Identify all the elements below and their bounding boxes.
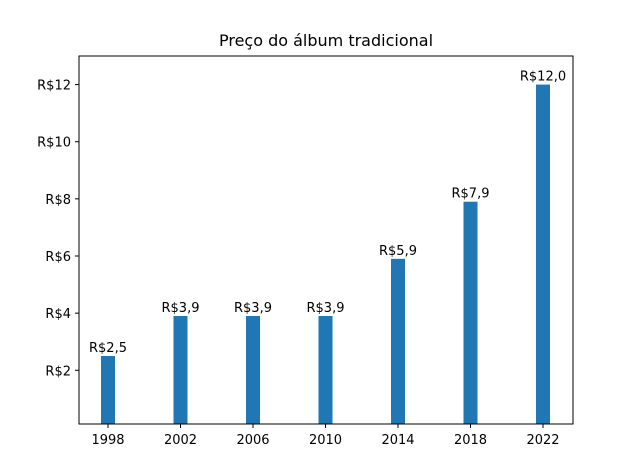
data-label-2002: R$3,9	[162, 301, 200, 316]
data-label-2010: R$3,9	[307, 301, 345, 316]
x-tick-label-2018: 2018	[454, 433, 487, 448]
data-label-2018: R$7,9	[452, 187, 490, 202]
bar-2014	[391, 258, 405, 424]
y-tick-label-10: R$10	[37, 136, 71, 151]
data-label-2022: R$12,0	[520, 70, 566, 85]
x-tick-label-2014: 2014	[381, 433, 414, 448]
y-tick-label-8: R$8	[45, 193, 71, 208]
data-label-2014: R$5,9	[379, 244, 417, 259]
bar-2018	[463, 201, 478, 424]
bar-2022	[536, 84, 550, 425]
y-tick-label-12: R$12	[37, 79, 71, 94]
data-label-1998: R$2,5	[89, 341, 127, 356]
data-label-2006: R$3,9	[234, 301, 272, 316]
bar-2010	[318, 316, 333, 424]
y-tick-label-2: R$2	[45, 364, 71, 379]
x-tick-label-2006: 2006	[236, 433, 269, 448]
chart-title: Preço do álbum tradicional	[219, 31, 433, 50]
bar-2002	[173, 316, 188, 424]
x-tick-label-2010: 2010	[309, 433, 342, 448]
bar-1998	[101, 356, 115, 424]
plot-area: R$2,5 R$3,9 R$3,9 R$3,9 R$5,9 R$7,9 R$12,0 1998…	[37, 55, 574, 448]
x-tick-label-1998: 1998	[91, 433, 124, 448]
y-tick-label-6: R$6	[45, 250, 71, 265]
bar-2006	[246, 316, 260, 424]
x-tick-label-2002: 2002	[164, 433, 197, 448]
y-tick-label-4: R$4	[45, 307, 71, 322]
x-tick-label-2022: 2022	[526, 433, 559, 448]
